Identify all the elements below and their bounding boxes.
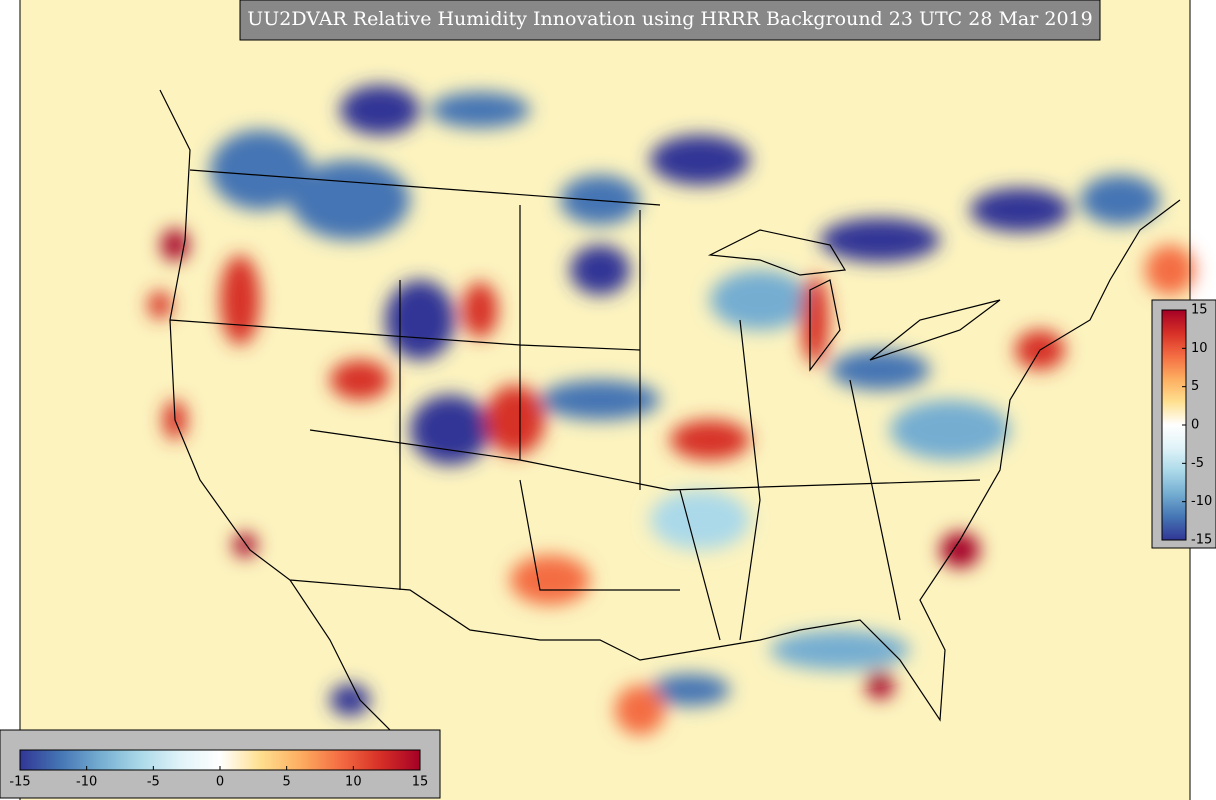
tick-label: -10 [76,775,97,790]
humidity-field [148,85,1195,735]
tick-label: 15 [412,775,429,790]
tick-label: 0 [1191,418,1199,433]
tick-label: -15 [9,775,30,790]
colorbars: -15 -10 -5 0 5 10 15 -15 -10 -5 0 5 10 15 [9,303,1212,790]
tick-label: 5 [1191,379,1199,394]
tick-label: 5 [283,775,291,790]
tick-label: 0 [216,775,224,790]
great-lakes [707,229,1001,372]
coastline [159,89,1181,741]
tick-label: 10 [345,775,362,790]
tick-label: -5 [147,775,160,790]
tick-label: 10 [1191,341,1208,356]
tick-label: 15 [1191,303,1208,318]
title-box [239,0,1101,41]
tick-label: -10 [1191,494,1212,509]
map-title: UU2DVAR Relative Humidity Innovation usi… [247,8,1092,30]
tick-label: -5 [1191,456,1204,471]
state-borders [169,169,981,641]
tick-label: -15 [1191,533,1212,548]
